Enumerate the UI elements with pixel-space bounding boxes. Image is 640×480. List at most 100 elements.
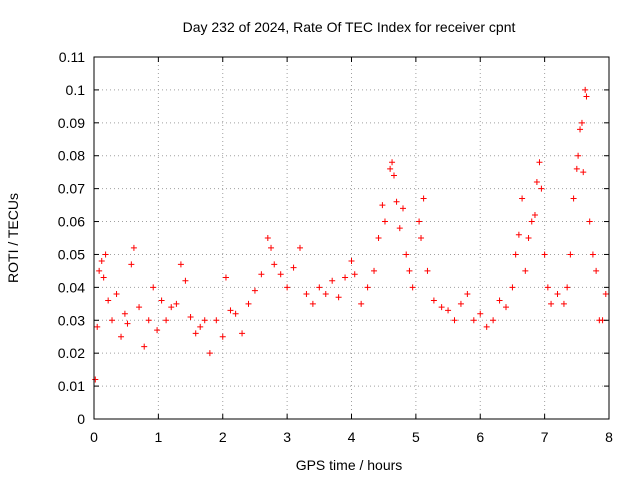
data-point — [158, 297, 165, 304]
data-point — [222, 274, 229, 281]
data-point — [390, 172, 397, 179]
data-point — [438, 304, 445, 311]
data-point — [136, 304, 143, 311]
y-tick-label: 0.04 — [58, 279, 85, 295]
data-point — [409, 284, 416, 291]
y-tick-label: 0.09 — [58, 115, 85, 131]
data-point — [477, 310, 484, 317]
y-tick-label: 0.03 — [58, 312, 85, 328]
data-point — [393, 198, 400, 205]
data-point — [219, 333, 226, 340]
data-point — [150, 284, 157, 291]
data-point — [593, 267, 600, 274]
x-tick-label: 8 — [605, 429, 613, 445]
data-point — [316, 284, 323, 291]
data-point — [118, 333, 125, 340]
y-tick-label: 0.11 — [59, 49, 85, 65]
data-point — [124, 320, 131, 327]
data-point — [206, 350, 213, 357]
data-point — [536, 159, 543, 166]
data-point — [163, 317, 170, 324]
data-point — [168, 304, 175, 311]
data-point — [544, 284, 551, 291]
data-point — [375, 235, 382, 241]
data-point — [406, 267, 413, 274]
data-point — [351, 271, 358, 278]
data-point — [580, 169, 587, 176]
data-point — [522, 267, 529, 274]
data-point — [379, 202, 386, 209]
data-point — [342, 274, 349, 281]
data-point — [451, 317, 458, 324]
data-point — [364, 284, 371, 291]
x-tick-label: 3 — [283, 429, 291, 445]
ticks-layer: 0 1 2 3 4 5 6 7 8 0 0.01 0.02 0.03 0.04 0.05 0.06 0.07 0.… — [58, 49, 613, 445]
x-tick-label: 6 — [476, 429, 484, 445]
data-point — [227, 307, 234, 314]
y-tick-label: 0 — [77, 411, 85, 427]
data-point — [213, 317, 220, 324]
data-point — [424, 267, 431, 274]
y-tick-label: 0.05 — [58, 246, 85, 262]
data-point — [541, 251, 548, 258]
data-point — [602, 290, 609, 297]
data-point — [575, 152, 582, 159]
data-point — [197, 323, 204, 330]
data-point — [335, 294, 342, 301]
data-point — [268, 244, 275, 251]
data-point — [284, 284, 291, 291]
data-point — [96, 267, 103, 274]
data-point — [303, 290, 310, 297]
data-point — [113, 290, 120, 297]
data-point — [309, 300, 316, 307]
data-point — [464, 290, 471, 297]
grid-layer — [94, 57, 609, 419]
data-point — [509, 284, 516, 291]
data-point — [348, 258, 355, 265]
data-point — [94, 323, 101, 330]
data-point — [358, 300, 365, 307]
data-point — [525, 235, 532, 241]
data-point — [92, 376, 99, 383]
x-tick-label: 4 — [348, 429, 356, 445]
data-point — [589, 251, 596, 258]
data-point — [548, 300, 555, 307]
data-point — [173, 300, 180, 307]
data-point — [578, 119, 585, 126]
data-point — [239, 330, 246, 337]
data-point — [567, 251, 574, 258]
data-point — [573, 165, 580, 172]
chart-title: Day 232 of 2024, Rate Of TEC Index for r… — [183, 19, 516, 35]
data-point — [445, 307, 452, 314]
data-point — [403, 251, 410, 258]
data-point — [470, 317, 477, 324]
data-point — [420, 195, 427, 202]
data-point — [141, 343, 148, 350]
data-point — [192, 330, 199, 337]
points-layer — [92, 86, 609, 383]
data-point — [98, 258, 105, 265]
data-point — [187, 313, 194, 320]
data-point — [251, 287, 258, 294]
y-tick-label: 0.08 — [58, 148, 85, 164]
data-point — [389, 159, 396, 166]
data-point — [515, 231, 522, 238]
data-point — [154, 327, 161, 334]
data-point — [121, 310, 128, 317]
data-point — [538, 185, 545, 192]
data-point — [430, 297, 437, 304]
data-point — [322, 290, 329, 297]
data-point — [586, 218, 593, 225]
data-point — [560, 300, 567, 307]
data-point — [400, 205, 406, 212]
x-tick-label: 0 — [90, 429, 98, 445]
data-point — [519, 195, 526, 202]
data-point — [387, 165, 394, 172]
y-axis-label: ROTI / TECUs — [5, 193, 21, 283]
data-point — [100, 274, 107, 281]
data-point — [396, 225, 403, 232]
data-point — [245, 300, 252, 307]
data-point — [570, 195, 577, 202]
data-point — [271, 261, 278, 268]
